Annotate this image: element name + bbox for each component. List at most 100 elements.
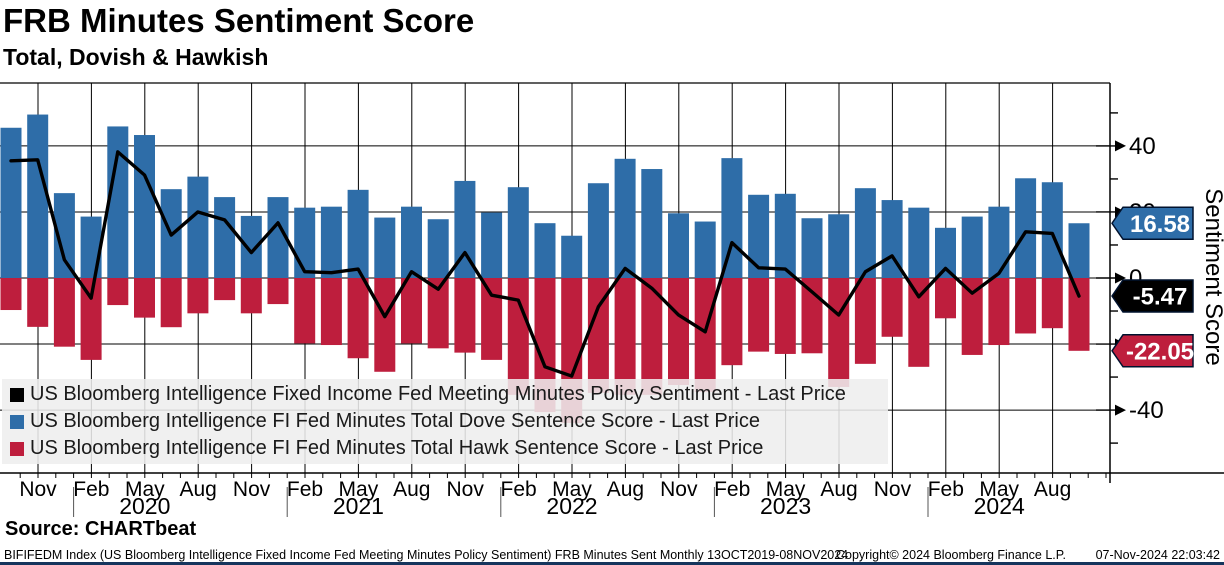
month-label: May [979,478,1019,501]
dove-bar [988,206,1010,278]
dove-bar [854,188,876,278]
page-subtitle: Total, Dovish & Hawkish [3,44,269,70]
dove-bar [374,217,396,278]
year-label: 2022 [546,493,597,519]
hawk-bar [240,278,262,314]
legend-item-label: US Bloomberg Intelligence FI Fed Minutes… [30,410,760,432]
legend-color-chip [10,441,24,456]
dove-bar [27,114,49,279]
dove-bar [267,197,289,278]
hawk-bar [427,278,449,349]
dove-bar [908,207,930,278]
total-sentiment-line [9,150,1081,378]
year-label: 2021 [333,493,384,519]
dove-bar [801,218,823,278]
dove-bar [668,213,689,278]
month-label: Aug [180,478,217,501]
dove-bar [614,158,636,278]
hawk-bar [320,278,342,346]
hawk-bar [1015,278,1037,334]
hawk-bar [854,278,876,364]
hawk-bar [107,278,129,306]
month-label: Feb [287,478,323,501]
hawk-bar [668,278,689,385]
hawk-bar [881,278,903,337]
dove-bar [0,127,22,278]
hawk-bar [587,278,609,393]
hawk-bar [454,278,476,353]
hawk-bar [214,278,236,301]
legend-item-2[interactable]: US Bloomberg Intelligence FI Fed Minutes… [10,435,888,462]
year-label: 2023 [760,493,811,519]
month-label: Feb [928,478,964,501]
month-label: Feb [714,478,750,501]
dove-bar [721,158,743,278]
dove-bar [828,214,850,278]
month-label: May [339,478,379,501]
hawk-bar [134,278,155,318]
hawk-bar [988,278,1010,346]
footer-copyright: Copyright© 2024 Bloomberg Finance L.P. [836,548,1066,562]
month-label: Nov [233,478,271,501]
hawk-bar [721,278,743,366]
month-label: Nov [19,478,57,501]
dove-bar [1068,223,1090,278]
dove-bar [454,180,476,278]
hawk-bar [53,278,75,347]
y-tick-label: 40 [1129,133,1156,160]
last-value-tag-1[interactable] [1111,279,1194,313]
legend-item-0[interactable]: US Bloomberg Intelligence Fixed Income F… [10,381,888,408]
hawk-bar [908,278,930,367]
month-label: May [552,478,592,501]
dove-bar [427,219,449,278]
dove-bar [748,194,770,278]
major-tick-arrow [1115,140,1126,152]
footer-bar: BIFIFEDM Index (US Bloomberg Intelligenc… [0,546,1224,562]
legend-item-1[interactable]: US Bloomberg Intelligence FI Fed Minutes… [10,408,888,435]
month-label: Nov [874,478,912,501]
month-label: Aug [1034,478,1071,501]
dove-bar [641,169,663,278]
hawk-bar [507,278,529,395]
major-tick-arrow [1115,404,1126,416]
month-label: Aug [393,478,430,501]
major-tick-arrow [1115,272,1126,284]
dove-bar [107,126,129,278]
dove-bar [240,215,262,278]
dove-bar [587,183,609,278]
month-label: Feb [501,478,537,501]
last-value-tag-label: -5.47 [1133,284,1188,311]
last-value-tag-2[interactable] [1111,334,1194,368]
month-label: Nov [660,478,698,501]
month-label: May [766,478,806,501]
legend-color-chip [10,414,24,429]
hawk-bar [347,278,369,359]
hawk-bar [828,278,850,387]
hawk-bar [160,278,182,328]
hawk-bar [614,278,636,395]
dove-bar [935,227,956,278]
page-title: FRB Minutes Sentiment Score [3,2,475,39]
hawk-bar [80,278,102,360]
dove-bar [294,207,316,278]
hawk-bar [641,278,663,395]
dove-bar [187,176,209,278]
year-label: 2024 [974,493,1025,519]
footer-timestamp: 07-Nov-2024 22:03:42 [1095,548,1220,562]
y-tick-label: -40 [1129,397,1164,424]
source-label: Source: CHARTbeat [5,518,197,540]
hawk-bar [694,278,716,392]
legend-color-chip [10,387,24,402]
dove-bar [774,193,796,278]
hawk-bar [801,278,823,354]
dove-bar [1015,178,1037,278]
dove-bar [347,189,369,278]
last-value-tag-0[interactable] [1111,206,1194,241]
hawk-bar [1041,278,1063,329]
month-label: Aug [607,478,644,501]
dove-bar [320,206,342,278]
dove-bar [694,221,716,278]
dove-bar [1041,182,1063,278]
hawk-bar [294,278,316,344]
